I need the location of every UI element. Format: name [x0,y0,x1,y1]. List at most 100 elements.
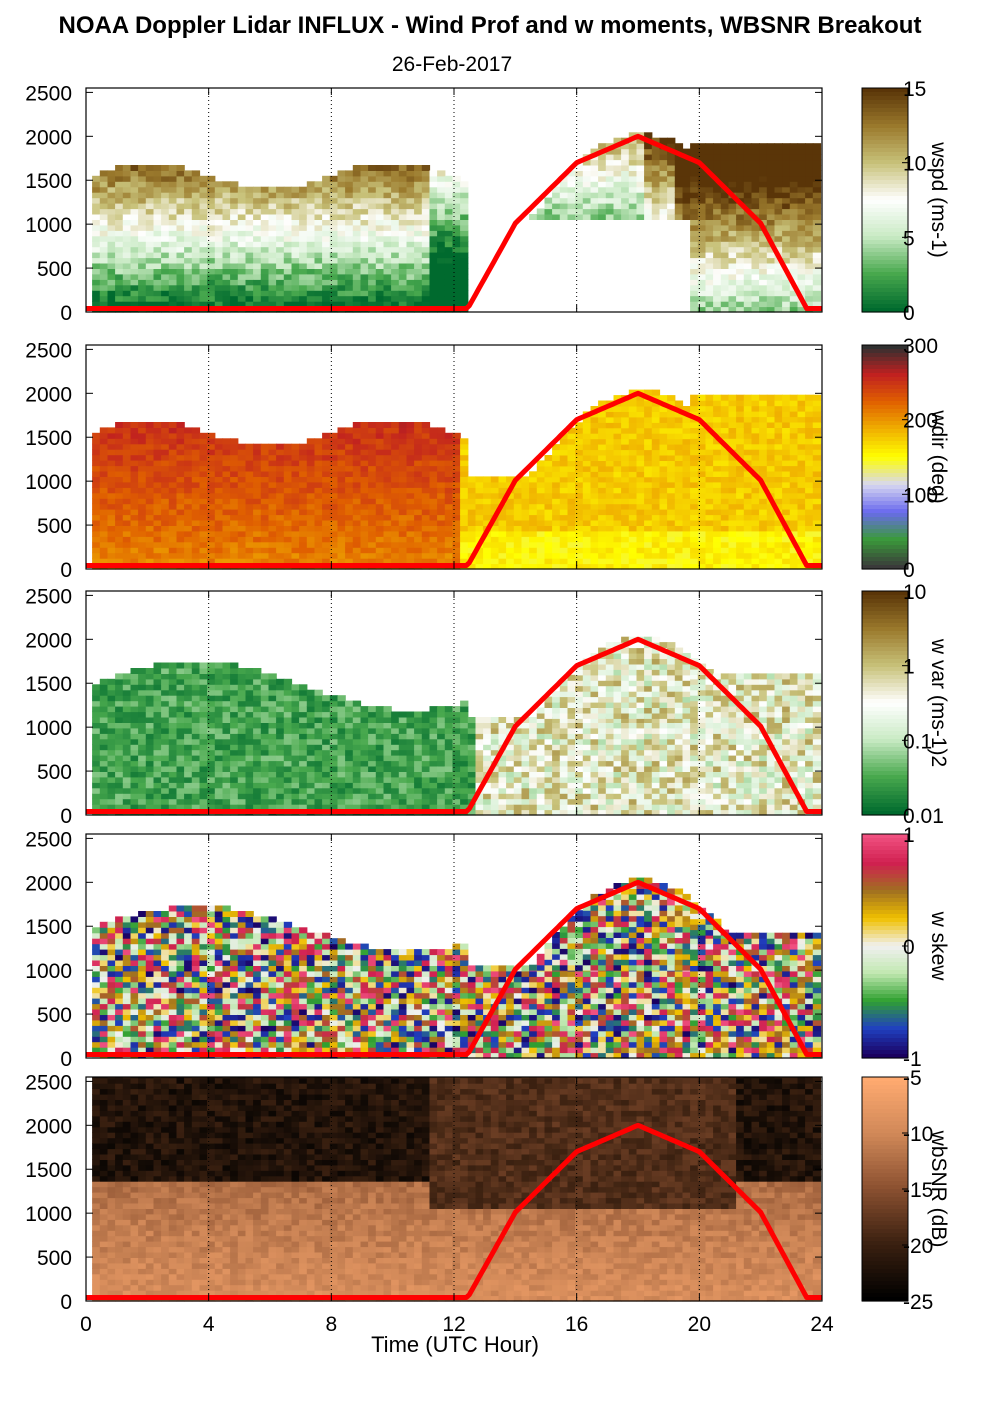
heatmap-cell [805,503,814,510]
heatmap-cell [99,503,109,510]
heatmap-cell [345,509,354,516]
colorbar-swatch [862,365,908,370]
heatmap-cell [697,181,707,188]
heatmap-cell [605,476,615,483]
heatmap-cell [153,766,162,772]
heatmap-cell [122,695,132,702]
heatmap-cell [759,165,768,171]
heatmap-cell [107,197,116,204]
heatmap-cell [230,214,239,220]
heatmap-cell [782,273,791,280]
heatmap-cell [575,214,584,220]
heatmap-cell [253,230,262,237]
heatmap-cell [337,476,346,483]
heatmap-cell [529,547,538,554]
heatmap-cell [628,481,638,488]
heatmap-cell [276,208,285,215]
heatmap-cell [789,563,799,570]
heatmap-cell [161,509,170,516]
heatmap-cell [628,132,638,139]
heatmap-cell [406,520,415,526]
heatmap-cell [766,290,776,297]
heatmap-cell [736,547,745,554]
heatmap-cell [713,536,722,543]
heatmap-cell [743,427,753,434]
heatmap-cell [743,284,753,291]
colorbar-swatch [862,188,908,193]
heatmap-cell [713,552,722,559]
heatmap-cell [260,492,270,499]
heatmap-cell [636,433,645,440]
heatmap-cell [214,290,224,297]
heatmap-cell [306,181,316,188]
heatmap-cell [705,558,714,565]
colorbar-swatch [862,517,908,522]
heatmap-cell [644,416,653,423]
heatmap-cell [145,547,155,554]
heatmap-cell [329,487,339,494]
heatmap-cell [253,203,262,210]
heatmap-cell [743,295,753,302]
heatmap-cell [490,563,500,570]
heatmap-cell [207,252,216,259]
heatmap-cell [153,760,162,767]
heatmap-cell [437,203,446,210]
heatmap-cell [644,541,653,548]
heatmap-cell [345,552,354,559]
heatmap-cell [153,804,162,811]
heatmap-cell [705,241,714,248]
heatmap-cell [306,197,316,204]
heatmap-cell [513,552,523,559]
heatmap-cell [452,503,461,510]
heatmap-cell [168,175,178,182]
heatmap-cell [705,476,714,483]
heatmap-cell [521,514,530,521]
heatmap-cell [498,492,507,499]
heatmap-cell [513,547,523,554]
heatmap-cell [176,503,185,510]
heatmap-cell [751,246,760,253]
heatmap-cell [460,295,469,302]
chart-title: NOAA Doppler Lidar INFLUX - Wind Prof an… [59,12,922,39]
heatmap-cell [291,547,300,554]
heatmap-cell [414,558,423,565]
heatmap-cell [291,279,300,286]
heatmap-cell [92,481,101,488]
heatmap-cell [559,536,569,543]
heatmap-cell [659,471,668,478]
heatmap-cell [176,520,185,526]
heatmap-cell [613,449,622,456]
heatmap-cell [283,263,293,269]
heatmap-cell [728,279,737,286]
heatmap-cell [483,492,492,499]
heatmap-cell [705,530,714,537]
heatmap-cell [207,487,216,494]
heatmap-cell [222,520,231,526]
heatmap-cell [460,197,469,204]
heatmap-cell [713,563,722,570]
heatmap-cell [636,438,645,445]
heatmap-cell [774,186,783,193]
heatmap-cell [207,301,216,308]
heatmap-cell [375,509,385,516]
colorbar-swatch [862,160,908,165]
heatmap-cell [253,246,262,253]
heatmap-cell [590,416,599,423]
heatmap-cell [314,514,323,521]
heatmap-cell [322,498,331,505]
heatmap-cell [805,252,814,259]
heatmap-cell [145,438,155,445]
heatmap-cell [582,492,592,499]
heatmap-cell [329,235,339,242]
heatmap-cell [375,530,385,537]
heatmap-cell [222,230,231,237]
heatmap-cell [115,727,124,734]
heatmap-cell [720,214,730,220]
heatmap-cell [299,454,308,461]
heatmap-cell [375,241,385,248]
heatmap-cell [774,520,783,526]
heatmap-cell [713,422,722,428]
heatmap-cell [276,301,285,308]
heatmap-cell [805,214,814,220]
heatmap-cell [268,530,277,537]
